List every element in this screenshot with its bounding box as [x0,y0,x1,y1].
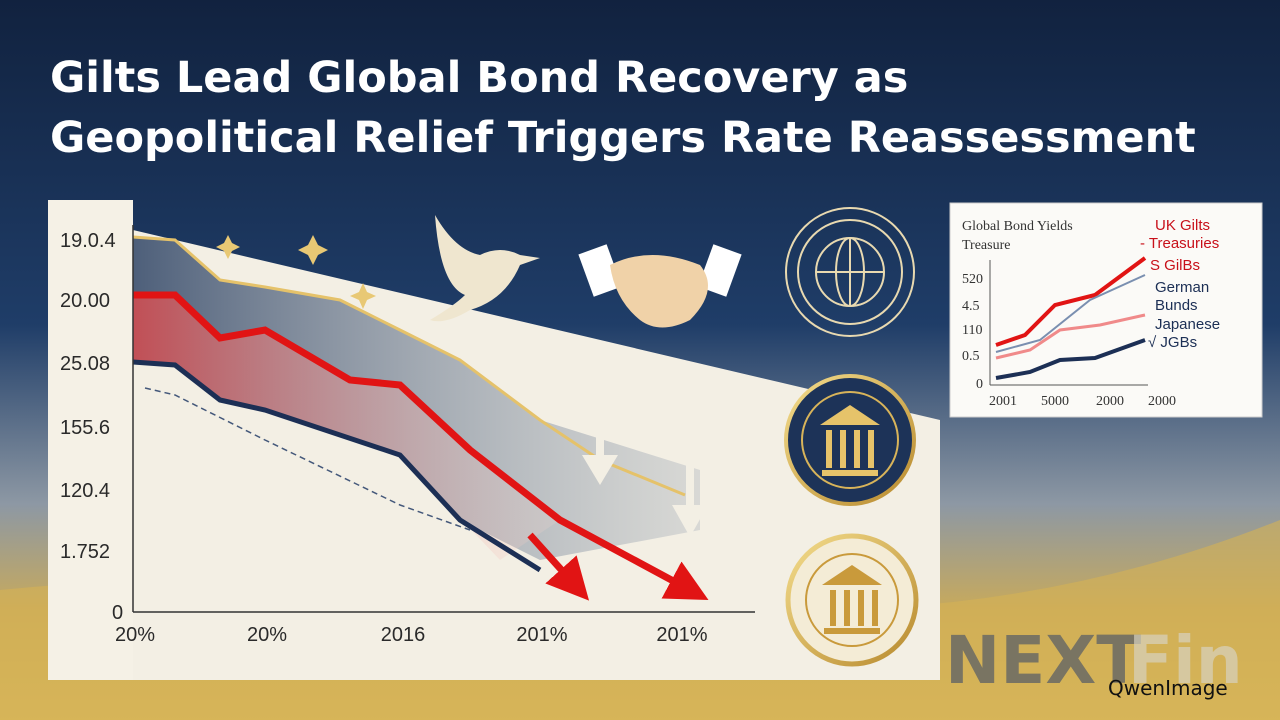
globe-emblem [785,207,915,337]
inset-red-line [995,256,1147,347]
dove-icon [430,215,540,322]
navy-line [132,359,542,573]
inset-pink-line [995,313,1146,360]
brand-logo-suffix: Fin [1128,622,1243,699]
inset-x-label: 2000 [1096,394,1124,409]
y-tick-label: 1.752 [60,541,110,563]
y-tick-label: 20.00 [60,290,110,312]
inset-x-label: 2001 [989,394,1017,409]
dashed-line [144,387,471,531]
y-tick-label: 155.6 [60,417,110,439]
inset-blue-line [995,274,1146,353]
red-area [133,295,560,560]
inset-y-label: 0.5 [962,349,980,364]
legend-entry: - Treasuries [1140,235,1219,252]
x-tick-label: 201% [516,624,567,646]
brand-logo: NEXT [945,622,1141,699]
inset-x-label: 5000 [1041,394,1069,409]
inset-panel [949,202,1263,418]
legend-entry: German [1155,279,1209,296]
x-tick-label: 20% [115,624,155,646]
x-tick-label: 201% [656,624,707,646]
y-tick-label: 0 [112,602,123,624]
red-arrow [527,532,590,601]
x-tick-label: 2016 [381,624,426,646]
gold-emblem [785,533,919,667]
watermark: QwenImage [1108,676,1228,700]
x-tick-label: 20% [247,624,287,646]
y-tick-label: 19.0.4 [60,230,116,252]
legend-entry: Japanese [1155,316,1220,333]
title-line: Gilts Lead Global Bond Recovery as [50,53,908,103]
inset-navy-line [995,338,1146,380]
stars [216,235,376,309]
down-arrows [582,360,708,537]
inset-y-label: 520 [962,272,983,287]
inset-title: Global Bond Yields [962,219,1073,234]
legend-entry: UK Gilts [1155,217,1210,234]
y-tick-label: 25.08 [60,353,110,375]
inset-x-label: 2000 [1148,394,1176,409]
axis-panel [48,200,133,680]
inset-y-label: 4.5 [962,299,980,314]
legend-entry: Bunds [1155,297,1198,314]
inset-y-label: 110 [962,323,982,338]
title-line: Geopolitical Relief Triggers Rate Reasse… [50,113,1196,163]
y-tick-label: 120.4 [60,480,110,502]
handshake-icon [578,244,742,328]
inset-subtitle: Treasure [962,238,1010,253]
red-line [133,291,709,600]
gold-line [132,235,686,497]
legend-entry: √ JGBs [1148,334,1197,351]
inset-y-label: 0 [976,377,983,392]
legend-entry: S GilBs [1150,257,1200,274]
bank-emblem [784,374,916,506]
